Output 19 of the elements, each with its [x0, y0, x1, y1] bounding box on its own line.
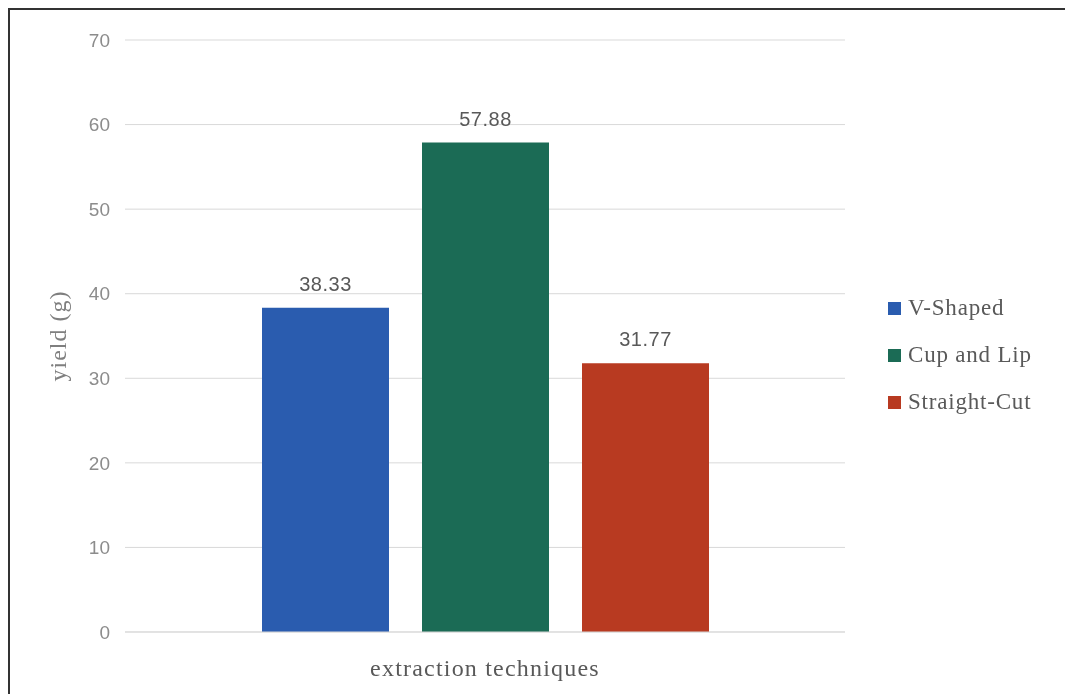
- data-label: 31.77: [619, 328, 672, 351]
- y-tick-label: 40: [88, 283, 110, 305]
- y-tick-label: 20: [88, 452, 110, 474]
- legend-label: Cup and Lip: [908, 342, 1032, 368]
- y-tick-label: 30: [88, 368, 110, 390]
- y-tick-label: 60: [88, 114, 110, 136]
- bar: [582, 363, 709, 632]
- legend-label: Straight-Cut: [908, 389, 1032, 415]
- y-tick-label: 0: [99, 621, 110, 643]
- y-tick-label: 10: [88, 537, 110, 559]
- y-tick-label: 70: [88, 29, 110, 51]
- legend-label: V-Shaped: [908, 295, 1005, 321]
- data-label: 57.88: [459, 107, 512, 130]
- bar: [422, 142, 549, 632]
- y-axis-title: yield (g): [45, 290, 71, 382]
- x-axis-title: extraction techniques: [370, 655, 600, 681]
- data-label: 38.33: [299, 272, 352, 295]
- y-tick-label: 50: [88, 198, 110, 220]
- bar: [262, 307, 389, 632]
